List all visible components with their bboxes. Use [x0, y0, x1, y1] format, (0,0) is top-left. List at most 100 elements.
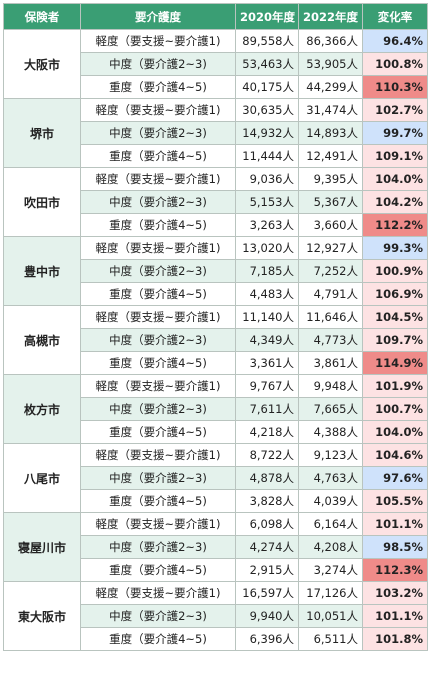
table-row: 中度（要介護2~3) 53,463人 53,905人 100.8% — [4, 52, 428, 76]
care-level-cell: 中度（要介護2~3) — [80, 328, 236, 352]
care-level-cell: 軽度（要支援~要介護1) — [80, 29, 236, 53]
count-2020-cell: 14,932人 — [235, 121, 299, 145]
change-rate-cell: 104.5% — [362, 305, 428, 329]
count-2020-cell: 4,483人 — [235, 282, 299, 306]
care-level-cell: 中度（要介護2~3) — [80, 190, 236, 214]
count-2022-cell: 3,274人 — [298, 558, 363, 582]
count-2022-cell: 86,366人 — [298, 29, 363, 53]
table-row: 中度（要介護2~3) 4,274人 4,208人 98.5% — [4, 535, 428, 559]
insurer-name: 高槻市 — [3, 305, 81, 375]
count-2020-cell: 3,828人 — [235, 489, 299, 513]
insurer-name: 枚方市 — [3, 374, 81, 444]
header-2022: 2022年度 — [298, 3, 363, 30]
count-2020-cell: 3,263人 — [235, 213, 299, 237]
care-level-cell: 軽度（要支援~要介護1) — [80, 443, 236, 467]
care-level-cell: 軽度（要支援~要介護1) — [80, 167, 236, 191]
count-2022-cell: 6,511人 — [298, 627, 363, 651]
change-rate-cell: 100.8% — [362, 52, 428, 76]
header-row: 保険者 要介護度 2020年度 2022年度 変化率 — [3, 3, 428, 30]
count-2020-cell: 4,878人 — [235, 466, 299, 490]
care-level-cell: 中度（要介護2~3) — [80, 535, 236, 559]
change-rate-cell: 99.3% — [362, 236, 428, 260]
care-level-cell: 重度（要介護4~5) — [80, 489, 236, 513]
count-2022-cell: 4,773人 — [298, 328, 363, 352]
count-2020-cell: 40,175人 — [235, 75, 299, 99]
change-rate-cell: 104.0% — [362, 167, 428, 191]
count-2022-cell: 9,395人 — [298, 167, 363, 191]
count-2020-cell: 5,153人 — [235, 190, 299, 214]
table-row: 東大阪市 軽度（要支援~要介護1) 16,597人 17,126人 103.2% — [3, 581, 428, 651]
count-2022-cell: 4,208人 — [298, 535, 363, 559]
table-row: 中度（要介護2~3) 7,611人 7,665人 100.7% — [4, 397, 428, 421]
insurer-name: 堺市 — [3, 98, 81, 168]
change-rate-cell: 103.2% — [362, 581, 428, 605]
care-level-cell: 中度（要介護2~3) — [80, 604, 236, 628]
insurer-name: 大阪市 — [3, 29, 81, 99]
count-2022-cell: 3,660人 — [298, 213, 363, 237]
table-row: 中度（要介護2~3) 4,878人 4,763人 97.6% — [4, 466, 428, 490]
care-level-cell: 中度（要介護2~3) — [80, 52, 236, 76]
care-level-cell: 重度（要介護4~5) — [80, 420, 236, 444]
change-rate-cell: 96.4% — [362, 29, 428, 53]
change-rate-cell: 101.1% — [362, 512, 428, 536]
count-2022-cell: 7,252人 — [298, 259, 363, 283]
count-2022-cell: 44,299人 — [298, 75, 363, 99]
count-2022-cell: 11,646人 — [298, 305, 363, 329]
count-2022-cell: 7,665人 — [298, 397, 363, 421]
count-2020-cell: 30,635人 — [235, 98, 299, 122]
table-row: 高槻市 軽度（要支援~要介護1) 11,140人 11,646人 104.5% — [3, 305, 428, 375]
count-2020-cell: 8,722人 — [235, 443, 299, 467]
count-2020-cell: 6,396人 — [235, 627, 299, 651]
care-level-cell: 重度（要介護4~5) — [80, 627, 236, 651]
count-2020-cell: 3,361人 — [235, 351, 299, 375]
care-level-cell: 重度（要介護4~5) — [80, 213, 236, 237]
table-row: 重度（要介護4~5) 40,175人 44,299人 110.3% — [4, 75, 428, 99]
change-rate-cell: 97.6% — [362, 466, 428, 490]
count-2022-cell: 5,367人 — [298, 190, 363, 214]
care-level-cell: 重度（要介護4~5) — [80, 75, 236, 99]
count-2020-cell: 9,940人 — [235, 604, 299, 628]
table-row: 重度（要介護4~5) 3,263人 3,660人 112.2% — [4, 213, 428, 237]
count-2022-cell: 4,763人 — [298, 466, 363, 490]
insurer-name: 東大阪市 — [3, 581, 81, 651]
count-2022-cell: 53,905人 — [298, 52, 363, 76]
change-rate-cell: 112.3% — [362, 558, 428, 582]
count-2020-cell: 16,597人 — [235, 581, 299, 605]
care-level-cell: 中度（要介護2~3) — [80, 121, 236, 145]
table-row: 重度（要介護4~5) 6,396人 6,511人 101.8% — [4, 627, 428, 651]
table-row: 豊中市 軽度（要支援~要介護1) 13,020人 12,927人 99.3% — [3, 236, 428, 306]
count-2020-cell: 2,915人 — [235, 558, 299, 582]
change-rate-cell: 105.5% — [362, 489, 428, 513]
table-row: 八尾市 軽度（要支援~要介護1) 8,722人 9,123人 104.6% — [3, 443, 428, 513]
care-level-table: 保険者 要介護度 2020年度 2022年度 変化率 大阪市 軽度（要支援~要介護… — [3, 3, 428, 651]
change-rate-cell: 104.6% — [362, 443, 428, 467]
change-rate-cell: 110.3% — [362, 75, 428, 99]
insurer-name: 八尾市 — [3, 443, 81, 513]
care-level-cell: 中度（要介護2~3) — [80, 259, 236, 283]
change-rate-cell: 100.9% — [362, 259, 428, 283]
table-row: 重度（要介護4~5) 3,361人 3,861人 114.9% — [4, 351, 428, 375]
care-level-cell: 中度（要介護2~3) — [80, 466, 236, 490]
count-2022-cell: 4,388人 — [298, 420, 363, 444]
count-2020-cell: 11,444人 — [235, 144, 299, 168]
table-body: 大阪市 軽度（要支援~要介護1) 89,558人 86,366人 96.4% 中度（要介護… — [3, 29, 428, 651]
change-rate-cell: 101.8% — [362, 627, 428, 651]
table-row: 大阪市 軽度（要支援~要介護1) 89,558人 86,366人 96.4% — [3, 29, 428, 99]
count-2022-cell: 9,948人 — [298, 374, 363, 398]
care-level-cell: 中度（要介護2~3) — [80, 397, 236, 421]
count-2022-cell: 31,474人 — [298, 98, 363, 122]
table-row: 重度（要介護4~5) 2,915人 3,274人 112.3% — [4, 558, 428, 582]
table-row: 枚方市 軽度（要支援~要介護1) 9,767人 9,948人 101.9% — [3, 374, 428, 444]
change-rate-cell: 104.2% — [362, 190, 428, 214]
table-row: 堺市 軽度（要支援~要介護1) 30,635人 31,474人 102.7% — [3, 98, 428, 168]
table-row: 中度（要介護2~3) 4,349人 4,773人 109.7% — [4, 328, 428, 352]
care-level-cell: 軽度（要支援~要介護1) — [80, 305, 236, 329]
care-level-cell: 重度（要介護4~5) — [80, 558, 236, 582]
count-2020-cell: 7,185人 — [235, 259, 299, 283]
change-rate-cell: 109.1% — [362, 144, 428, 168]
change-rate-cell: 101.9% — [362, 374, 428, 398]
table-row: 中度（要介護2~3) 5,153人 5,367人 104.2% — [4, 190, 428, 214]
count-2022-cell: 9,123人 — [298, 443, 363, 467]
care-level-cell: 軽度（要支援~要介護1) — [80, 236, 236, 260]
count-2022-cell: 17,126人 — [298, 581, 363, 605]
